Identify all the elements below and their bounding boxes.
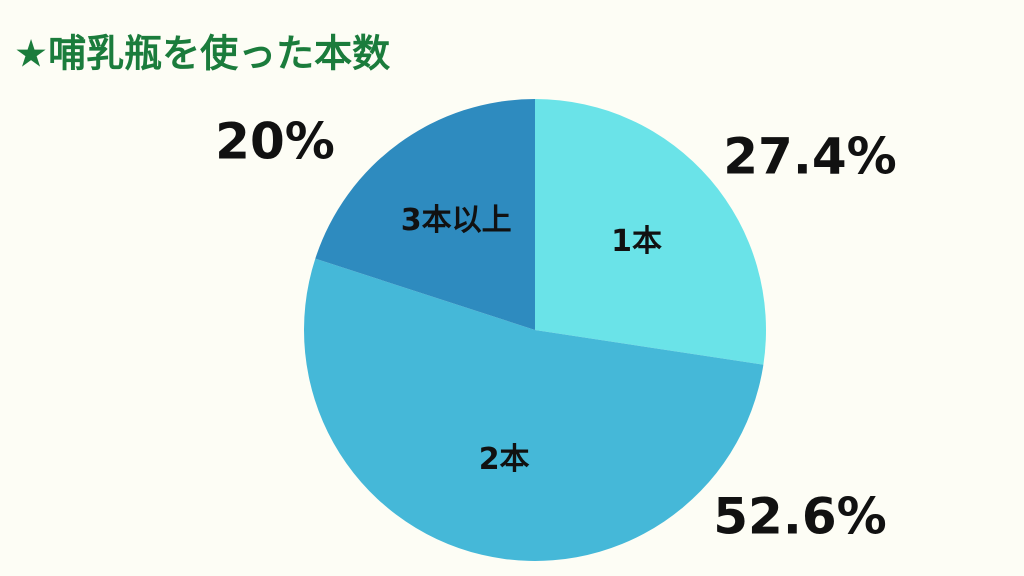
slice-label: 1本 bbox=[611, 224, 662, 259]
slice-label: 3本以上 bbox=[401, 203, 512, 238]
pie-slice bbox=[535, 99, 766, 365]
slice-label: 2本 bbox=[479, 442, 530, 477]
pie-slice bbox=[303, 258, 764, 562]
value-label: 52.6% bbox=[713, 488, 886, 546]
chart-title: ★哺乳瓶を使った本数 bbox=[14, 32, 390, 76]
pie-slice bbox=[315, 99, 535, 330]
value-label: 20% bbox=[215, 113, 335, 171]
value-label: 27.4% bbox=[723, 128, 896, 186]
